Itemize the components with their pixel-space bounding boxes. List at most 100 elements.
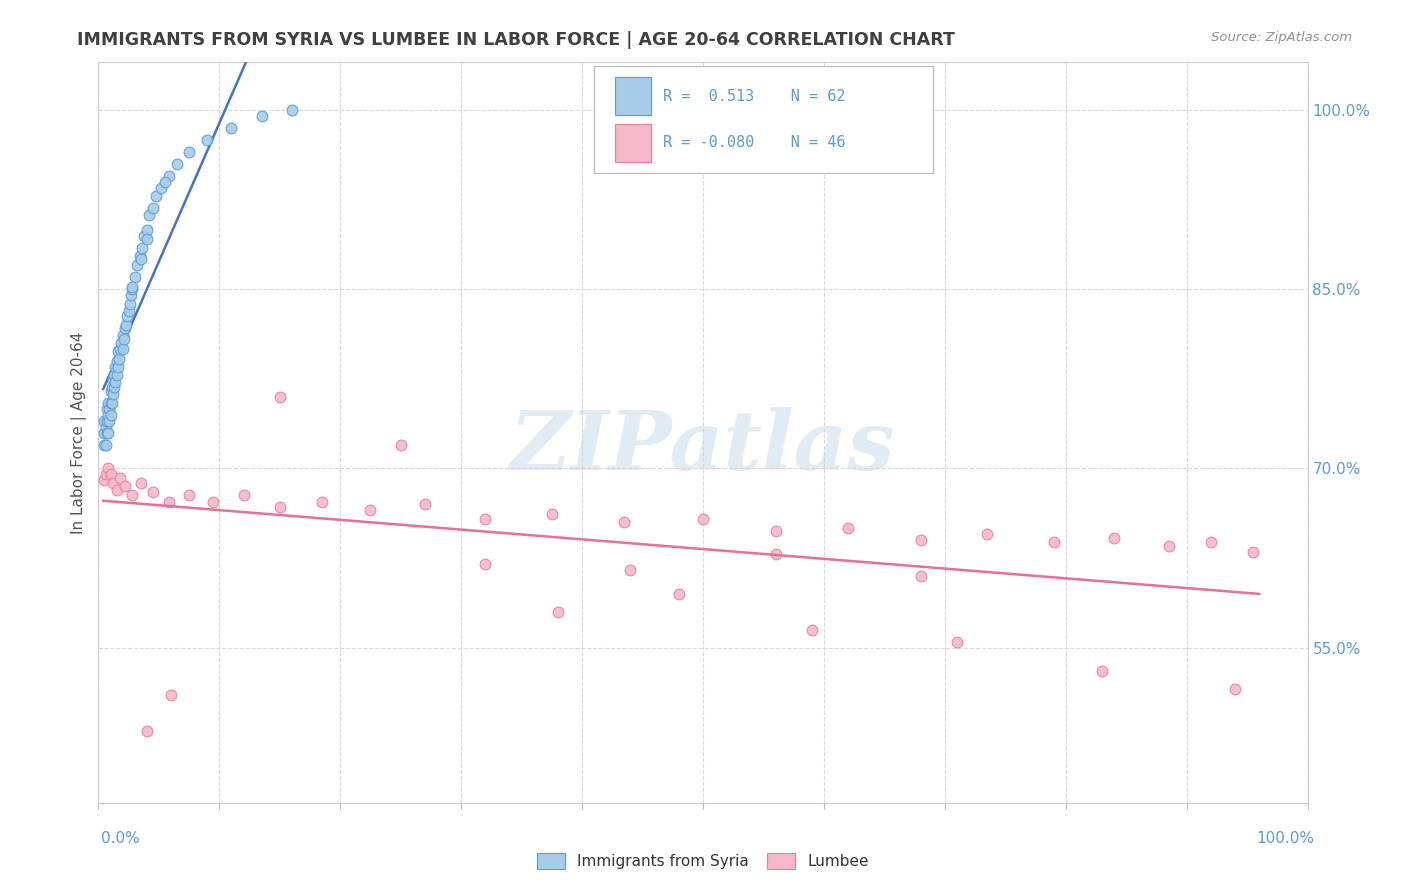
- Point: [127, 259, 149, 273]
- Point: [910, 533, 932, 547]
- Text: Source: ZipAtlas.com: Source: ZipAtlas.com: [1212, 31, 1353, 45]
- Point: [112, 333, 135, 347]
- Point: [129, 475, 152, 490]
- Point: [110, 336, 132, 351]
- Point: [111, 327, 134, 342]
- Point: [107, 359, 129, 374]
- Point: [104, 359, 127, 374]
- Point: [100, 384, 122, 398]
- Text: 0.0%: 0.0%: [101, 831, 141, 846]
- Point: [96, 414, 118, 428]
- Point: [232, 488, 254, 502]
- Point: [100, 396, 122, 410]
- Point: [474, 511, 496, 525]
- Point: [692, 511, 714, 525]
- Point: [115, 318, 138, 333]
- Point: [111, 342, 134, 356]
- Point: [1042, 535, 1064, 549]
- Point: [118, 296, 141, 310]
- Point: [118, 303, 141, 318]
- Point: [131, 240, 153, 255]
- Point: [269, 390, 291, 404]
- Point: [114, 320, 136, 334]
- Point: [1241, 545, 1264, 559]
- Point: [121, 280, 143, 294]
- Text: ZIPatlas: ZIPatlas: [510, 408, 896, 487]
- Point: [547, 605, 569, 619]
- Point: [103, 380, 125, 394]
- Point: [97, 425, 120, 440]
- Point: [142, 201, 165, 215]
- Point: [93, 425, 115, 440]
- Point: [157, 169, 180, 183]
- Point: [104, 376, 127, 390]
- Point: [221, 121, 243, 136]
- Point: [145, 189, 167, 203]
- Point: [93, 474, 115, 488]
- Point: [765, 548, 787, 562]
- Point: [121, 488, 143, 502]
- Point: [100, 467, 122, 482]
- Point: [540, 507, 562, 521]
- Point: [135, 232, 157, 246]
- Point: [108, 471, 131, 485]
- Point: [101, 372, 124, 386]
- Point: [96, 401, 118, 416]
- Point: [195, 133, 218, 147]
- Point: [101, 475, 124, 490]
- Point: [105, 354, 128, 368]
- Point: [94, 437, 117, 451]
- Y-axis label: In Labor Force | Age 20-64: In Labor Force | Age 20-64: [72, 332, 87, 533]
- Bar: [614, 77, 651, 115]
- Point: [837, 521, 859, 535]
- Point: [474, 557, 496, 571]
- Point: [135, 724, 157, 739]
- Point: [134, 228, 156, 243]
- Point: [107, 344, 129, 359]
- Point: [800, 623, 823, 637]
- Point: [153, 175, 176, 189]
- Point: [1091, 665, 1114, 679]
- Point: [389, 437, 412, 451]
- Point: [120, 288, 142, 302]
- Point: [100, 380, 122, 394]
- Text: 100.0%: 100.0%: [1257, 831, 1315, 846]
- Point: [1199, 535, 1222, 549]
- Point: [97, 396, 120, 410]
- Point: [103, 368, 125, 383]
- Point: [121, 282, 143, 296]
- Point: [179, 145, 201, 159]
- Point: [1102, 531, 1125, 545]
- Point: [765, 524, 787, 538]
- Point: [114, 479, 136, 493]
- FancyBboxPatch shape: [595, 66, 932, 173]
- Point: [311, 495, 333, 509]
- Legend: Immigrants from Syria, Lumbee: Immigrants from Syria, Lumbee: [531, 847, 875, 875]
- Point: [1157, 539, 1180, 553]
- Point: [124, 270, 146, 285]
- Point: [93, 414, 115, 428]
- Point: [976, 527, 998, 541]
- Point: [129, 252, 152, 267]
- Point: [619, 563, 641, 577]
- Point: [98, 414, 121, 428]
- Point: [179, 488, 201, 502]
- Point: [108, 351, 131, 366]
- Bar: [614, 124, 651, 161]
- Point: [668, 587, 690, 601]
- Point: [413, 497, 436, 511]
- Point: [202, 495, 225, 509]
- Point: [138, 208, 160, 222]
- Point: [160, 689, 183, 703]
- Text: R = -0.080    N = 46: R = -0.080 N = 46: [664, 136, 845, 151]
- Point: [100, 396, 122, 410]
- Point: [128, 249, 150, 263]
- Text: IMMIGRANTS FROM SYRIA VS LUMBEE IN LABOR FORCE | AGE 20-64 CORRELATION CHART: IMMIGRANTS FROM SYRIA VS LUMBEE IN LABOR…: [77, 31, 955, 49]
- Point: [101, 387, 124, 401]
- Point: [269, 500, 291, 514]
- Point: [946, 634, 969, 648]
- Point: [100, 408, 122, 422]
- Point: [117, 309, 139, 323]
- Point: [96, 425, 118, 440]
- Point: [98, 401, 121, 416]
